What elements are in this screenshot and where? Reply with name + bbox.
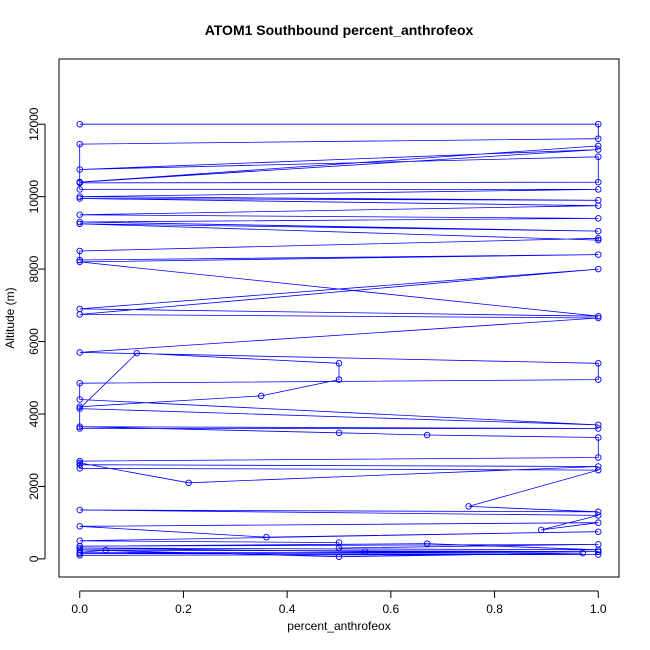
data-point (76, 220, 83, 228)
data-point (595, 421, 602, 429)
data-point (76, 256, 83, 264)
data-point (335, 544, 343, 552)
y-tick-label: 6000 (27, 328, 41, 355)
y-tick-label: 4000 (27, 400, 41, 427)
data-point (76, 179, 83, 187)
data-point (595, 519, 602, 526)
data-point (595, 463, 602, 470)
x-tick-label: 1.0 (590, 602, 607, 616)
data-point (76, 550, 83, 557)
data-point (595, 312, 602, 320)
data-point (595, 251, 602, 258)
data-point (595, 512, 602, 519)
data-point (76, 258, 83, 266)
data-point (76, 195, 83, 202)
data-point (76, 552, 83, 559)
x-axis: 0.0 0.2 0.4 0.6 0.8 1.0 (71, 590, 607, 616)
data-point (76, 166, 83, 173)
data-point (423, 431, 431, 439)
y-tick-label: 2000 (27, 473, 41, 500)
data-point (76, 461, 83, 468)
data-point (595, 120, 602, 128)
data-point (76, 379, 83, 387)
y-axis-label: Altitude (m) (3, 287, 17, 348)
data-point (595, 142, 602, 150)
x-axis-label: percent_anthrofeox (287, 619, 390, 633)
x-tick-label: 0.2 (175, 602, 192, 616)
series-layer (76, 120, 602, 560)
data-point (263, 533, 270, 541)
data-point (595, 548, 602, 555)
data-point (76, 403, 83, 410)
data-point (595, 235, 602, 242)
data-point (133, 349, 141, 357)
data-point (595, 265, 602, 273)
series-line (78, 123, 599, 558)
data-point (537, 526, 545, 534)
data-point (595, 215, 602, 222)
data-point (423, 540, 431, 547)
data-point (335, 429, 343, 437)
data-point (76, 193, 83, 200)
data-point (595, 135, 602, 142)
x-tick-label: 0.6 (383, 602, 400, 616)
data-point (595, 454, 602, 461)
data-point (76, 211, 83, 219)
data-point (76, 140, 83, 148)
data-point (595, 227, 602, 235)
y-axis: 0 2000 4000 6000 8000 10000 12000 (27, 107, 46, 562)
data-point (76, 218, 83, 226)
data-point (595, 360, 602, 367)
data-point (595, 434, 602, 441)
data-point (76, 425, 83, 432)
data-point (76, 457, 83, 465)
data-point (595, 236, 602, 244)
data-point (76, 349, 83, 356)
data-point (595, 314, 602, 322)
data-point (76, 506, 83, 514)
chart-title: ATOM1 Southbound percent_anthrofeox (205, 22, 474, 38)
y-tick-label: 8000 (27, 255, 41, 282)
data-point (76, 423, 83, 430)
data-point (335, 376, 343, 383)
data-point (595, 178, 602, 186)
data-point (361, 548, 369, 555)
data-point (76, 120, 83, 128)
data-point (76, 405, 83, 412)
y-tick-label: 10000 (27, 180, 41, 214)
data-point (76, 523, 83, 530)
data-point (335, 360, 343, 367)
data-point (76, 311, 83, 318)
data-point (595, 146, 602, 153)
data-point (595, 153, 602, 161)
data-point (185, 479, 192, 487)
data-point (76, 186, 83, 193)
y-tick-label: 0 (27, 555, 41, 562)
data-point (102, 546, 109, 554)
data-point (595, 376, 602, 383)
data-point (595, 186, 602, 193)
data-point (595, 546, 602, 554)
data-point (76, 247, 83, 255)
x-tick-label: 0.0 (71, 602, 88, 616)
data-point (579, 549, 586, 557)
x-tick-label: 0.4 (279, 602, 296, 616)
data-point (595, 202, 602, 209)
data-point (76, 465, 83, 472)
data-point (76, 396, 83, 403)
data-point (595, 528, 602, 535)
data-point (465, 503, 472, 510)
data-point (76, 542, 83, 550)
data-point (257, 392, 265, 400)
x-tick-label: 0.8 (486, 602, 503, 616)
data-point (595, 425, 602, 432)
data-point (595, 466, 602, 474)
data-point (335, 553, 343, 560)
data-point (595, 551, 602, 558)
data-point (595, 508, 602, 516)
y-tick-label: 12000 (27, 107, 41, 141)
plot-frame (58, 58, 620, 578)
